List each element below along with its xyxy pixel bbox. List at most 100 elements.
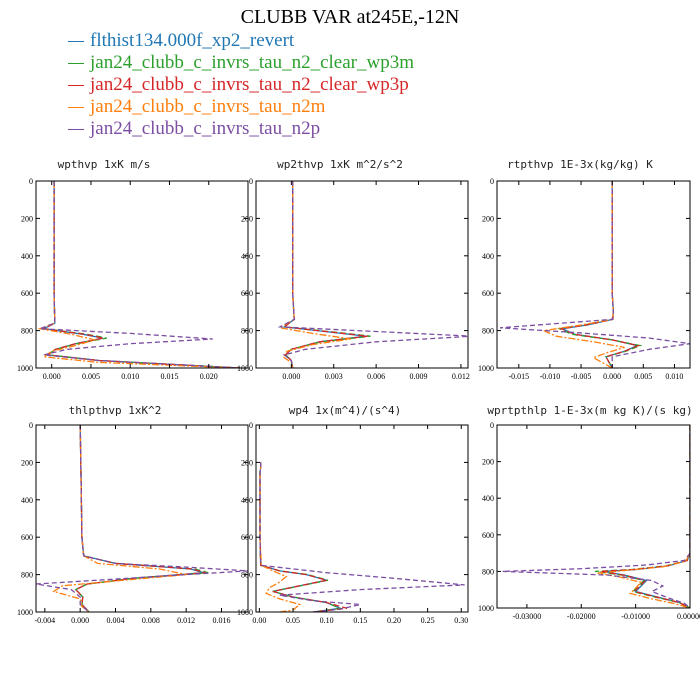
series-line-1 (259, 462, 343, 612)
x-tick-label: 0.010 (665, 372, 683, 381)
x-tick-label: 0.25 (421, 616, 435, 625)
legend-swatch (68, 129, 84, 131)
y-tick-label: 400 (482, 252, 494, 261)
series-line-4 (39, 181, 241, 368)
legend-swatch (68, 107, 84, 109)
legend-item-3: jan24_clubb_c_invrs_tau_n2m (68, 96, 414, 118)
x-tick-label: 0.20 (387, 616, 401, 625)
legend-item-1: jan24_clubb_c_invrs_tau_n2_clear_wp3m (68, 52, 414, 74)
x-tick-label: 0.012 (452, 372, 470, 381)
y-tick-label: 200 (482, 458, 494, 467)
x-tick-label: 0.000 (43, 372, 61, 381)
y-tick-label: 0 (29, 177, 33, 186)
y-tick-label: 0 (490, 421, 494, 430)
x-tick-label: 0.006 (367, 372, 385, 381)
series-line-0 (74, 425, 204, 612)
legend-label: jan24_clubb_c_invrs_tau_n2p (90, 118, 321, 139)
y-tick-label: 800 (21, 327, 33, 336)
legend-item-2: jan24_clubb_c_invrs_tau_n2_clear_wp3p (68, 74, 414, 96)
y-tick-label: 200 (21, 458, 33, 467)
panel-5: 0 200 400 600 800 1000 -0.03000 -0.02000 -0.0100… (478, 421, 700, 621)
x-tick-label: -0.010 (540, 372, 561, 381)
x-tick-label: 0.00000 (677, 612, 700, 621)
panel-1: 0 200 400 600 800 1000 0.000 0.003 0.006 0.009 0.0… (237, 177, 470, 381)
series-line-4 (36, 425, 248, 612)
series-line-3 (37, 181, 241, 368)
panel-title-2: rtpthvp 1E-3x(kg/kg) K (507, 158, 653, 171)
x-tick-label: -0.004 (34, 616, 55, 625)
y-tick-label: 400 (482, 494, 494, 503)
y-tick-label: 0 (490, 177, 494, 186)
y-tick-label: 1000 (478, 604, 494, 613)
x-tick-label: 0.000 (282, 372, 300, 381)
series-line-1 (282, 181, 371, 368)
x-tick-label: 0.05 (286, 616, 300, 625)
legend-swatch (68, 63, 84, 65)
legend-swatch (68, 41, 84, 43)
y-tick-label: 400 (241, 252, 253, 261)
panel-3: 0 200 400 600 800 1000-0.004 0.000 0.004 0.008 0.… (17, 421, 249, 625)
y-tick-label: 800 (241, 327, 253, 336)
x-tick-label: -0.02000 (567, 612, 596, 621)
series-line-0 (259, 462, 343, 612)
figure-title: CLUBB VAR at245E,-12N (240, 6, 460, 28)
y-tick-label: 600 (482, 531, 494, 540)
series-line-1 (74, 425, 209, 612)
x-tick-label: 0.00 (252, 616, 266, 625)
y-tick-label: 800 (482, 327, 494, 336)
y-tick-label: 200 (482, 214, 494, 223)
y-tick-label: 1000 (237, 364, 253, 373)
series-line-3 (597, 425, 690, 608)
y-tick-label: 600 (21, 289, 33, 298)
series-line-1 (594, 425, 690, 608)
series-line-4 (502, 425, 690, 608)
x-tick-label: 0.009 (410, 372, 428, 381)
series-line-2 (600, 425, 690, 608)
y-tick-label: 200 (241, 214, 253, 223)
x-tick-label: 0.016 (213, 616, 231, 625)
y-tick-label: 800 (241, 571, 253, 580)
x-tick-label: 0.015 (160, 372, 178, 381)
x-tick-label: 0.003 (325, 372, 343, 381)
x-tick-label: 0.10 (320, 616, 334, 625)
legend-item-0: flthist134.000f_xp2_revert (68, 30, 414, 52)
series-line-2 (74, 425, 206, 612)
y-tick-label: 600 (482, 289, 494, 298)
y-tick-label: 1000 (17, 608, 33, 617)
series-line-0 (602, 425, 690, 608)
x-tick-label: 0.30 (454, 616, 468, 625)
panel-title-4: wp4 1x(m^4)/(s^4) (288, 404, 402, 417)
legend-label: flthist134.000f_xp2_revert (90, 30, 295, 51)
y-tick-label: 200 (21, 214, 33, 223)
y-tick-label: 200 (241, 458, 253, 467)
x-tick-label: 0.000 (71, 616, 89, 625)
x-tick-label: 0.012 (177, 616, 195, 625)
series-line-1 (41, 181, 241, 368)
plot-frame (496, 180, 691, 369)
series-line-2 (41, 181, 241, 368)
series-line-2 (259, 462, 348, 612)
y-tick-label: 0 (249, 421, 253, 430)
plot-frame (35, 180, 249, 369)
series-line-2 (558, 181, 641, 368)
y-tick-label: 800 (482, 567, 494, 576)
y-tick-label: 600 (21, 533, 33, 542)
y-tick-label: 0 (249, 177, 253, 186)
x-tick-label: 0.005 (634, 372, 652, 381)
y-tick-label: 600 (241, 289, 253, 298)
plot-frame (496, 424, 691, 609)
panel-0: 0 200 400 600 800 1000 0.000 0.005 0.010 0.015 0.0… (17, 177, 249, 381)
y-tick-label: 1000 (17, 364, 33, 373)
series-line-3 (52, 425, 187, 612)
legend-item-4: jan24_clubb_c_invrs_tau_n2p (68, 118, 414, 140)
legend: flthist134.000f_xp2_revert jan24_clubb_c… (68, 30, 414, 140)
series-line-2 (282, 181, 368, 368)
x-tick-label: 0.004 (107, 616, 125, 625)
series-line-0 (282, 181, 367, 368)
plot-frame (35, 424, 249, 613)
y-tick-label: 400 (21, 496, 33, 505)
series-line-0 (560, 181, 640, 368)
x-tick-label: -0.015 (508, 372, 529, 381)
x-tick-label: 0.008 (142, 616, 160, 625)
y-tick-label: 1000 (478, 364, 494, 373)
